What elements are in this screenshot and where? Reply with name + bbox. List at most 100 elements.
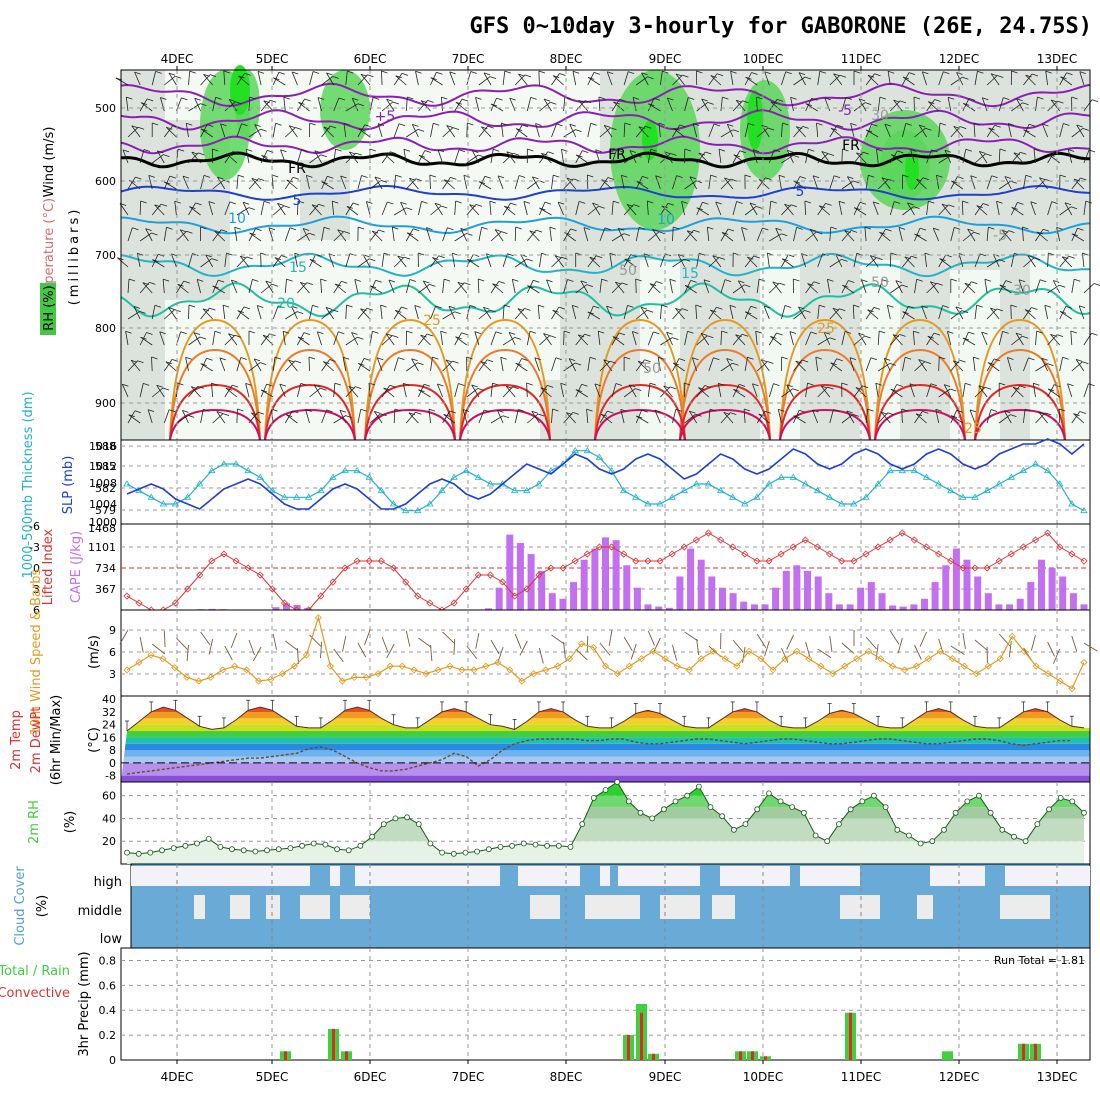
wind-barb-flag	[308, 356, 316, 360]
wind-barb-flag	[397, 255, 404, 259]
wind-barb	[543, 333, 552, 346]
wind-barb	[865, 175, 869, 190]
wind-barb-flag	[990, 73, 998, 77]
wind-barb-flag	[1048, 154, 1055, 157]
wind-barb-flag	[534, 357, 541, 361]
wind-barb-flag	[481, 126, 488, 130]
wind-barb	[864, 227, 867, 242]
wind-barb-flag	[954, 227, 961, 230]
lifted-index-marker	[498, 578, 507, 586]
wind-barb	[369, 97, 374, 112]
wind-barb	[526, 229, 537, 242]
wind-barb-flag	[790, 96, 797, 100]
wind-barb	[1058, 408, 1061, 424]
wind-barb-flag	[976, 304, 983, 308]
wind-barb	[551, 408, 553, 424]
wind-barb	[786, 384, 794, 398]
wind-barb-flag	[675, 73, 683, 77]
wind-barb	[575, 284, 588, 294]
wind-barb	[342, 357, 347, 372]
wind-barb	[1023, 307, 1032, 320]
wind-barb-flag	[552, 408, 559, 412]
wind-barb-flag	[387, 201, 394, 205]
wind-barb-flag	[169, 175, 176, 179]
wind-barb	[981, 97, 988, 112]
wind-barb-flag	[358, 363, 365, 366]
wind-barb-flag	[486, 359, 494, 363]
wind-barb	[311, 204, 322, 216]
wind-barb	[148, 175, 153, 190]
wind-barb	[858, 98, 867, 112]
wind-ylabel: 10m Wind Speed & Barbs	[29, 569, 44, 736]
wind-barb	[790, 97, 794, 112]
wind10m-barb	[672, 644, 678, 661]
wind-barb	[340, 175, 347, 190]
cape-bar	[719, 587, 726, 610]
wind10m-marker	[685, 666, 693, 674]
thickness-marker	[547, 466, 555, 474]
wind-barb-flag	[678, 358, 686, 361]
wind-barb-flag	[369, 148, 376, 152]
wind-barb	[648, 231, 660, 242]
wind-barb	[121, 384, 129, 398]
cloud-category-label: high	[94, 875, 122, 890]
wind-barb	[430, 123, 434, 138]
wind10m-barb	[430, 644, 433, 661]
wind-barb	[926, 201, 929, 216]
wind-barb	[623, 388, 636, 398]
wind-barb-flag	[165, 361, 172, 365]
wind-barb	[224, 335, 236, 346]
wind-barb	[140, 102, 153, 112]
thickness-marker	[741, 500, 749, 507]
wind-barb-flag	[925, 127, 932, 131]
cape-bar	[814, 576, 822, 610]
wind-barb-flag	[638, 226, 646, 230]
wind-barb-flag	[500, 356, 507, 360]
wind-barb-flag	[321, 181, 328, 185]
wind-barb	[442, 410, 451, 424]
wind-barb-flag	[255, 228, 262, 231]
contour-temp-40	[169, 408, 1066, 441]
wind-barb	[333, 149, 336, 164]
wind-barb	[913, 96, 915, 112]
wind-barb	[546, 279, 552, 294]
rh-marker	[264, 847, 270, 854]
wind-barb	[200, 409, 204, 424]
wind-barb-flag	[199, 336, 207, 340]
wind-barb-flag	[742, 100, 749, 104]
wind-barb-flag	[1038, 411, 1045, 415]
wind-barb	[938, 204, 949, 216]
wind-barb	[939, 258, 952, 268]
wind-barb-flag	[529, 330, 537, 334]
wind-barb-flag	[901, 284, 908, 288]
wind-barb	[430, 305, 437, 320]
wind-barb	[478, 181, 492, 190]
wind-barb	[377, 123, 383, 138]
wind-barb-flag	[145, 228, 152, 231]
wind-barb	[1045, 71, 1048, 86]
wind-barb	[688, 410, 698, 424]
wind-barb	[237, 310, 250, 320]
wind-barb-flag	[251, 178, 259, 181]
wind-barb-flag	[481, 226, 488, 230]
wind-barb	[455, 336, 468, 346]
wind-barb-flag	[372, 97, 380, 100]
wind-barb-flag	[260, 389, 268, 393]
wind-barb-flag	[773, 149, 781, 153]
wind-barb-flag	[635, 154, 642, 158]
wind-barb	[414, 305, 419, 320]
wind-barb-flag	[489, 76, 497, 79]
wind-barb	[284, 227, 291, 242]
wind-barb-flag	[253, 358, 261, 362]
lifted-index-marker	[813, 543, 822, 551]
wind-barb-flag	[214, 330, 222, 334]
wind-barb-flag	[292, 410, 299, 414]
wind-barb-flag	[667, 202, 675, 206]
wind-barb	[756, 127, 769, 138]
rh-marker	[380, 821, 387, 827]
wind-barb	[297, 336, 310, 346]
wind-barb-flag	[792, 388, 799, 392]
wind-barb-flag	[905, 123, 912, 126]
wind-barb	[805, 281, 815, 294]
wind-barb	[220, 123, 226, 138]
